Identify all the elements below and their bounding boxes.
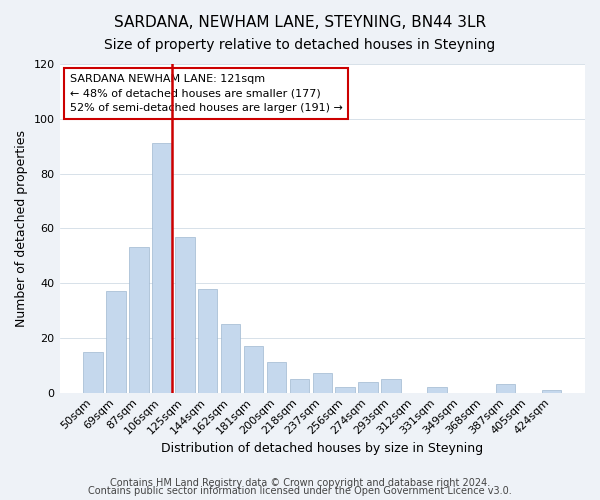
Bar: [152, 144, 172, 392]
Text: Contains HM Land Registry data © Crown copyright and database right 2024.: Contains HM Land Registry data © Crown c…: [110, 478, 490, 488]
Text: SARDANA, NEWHAM LANE, STEYNING, BN44 3LR: SARDANA, NEWHAM LANE, STEYNING, BN44 3LR: [114, 15, 486, 30]
Bar: [198, 288, 217, 393]
Bar: [427, 387, 446, 392]
Bar: [83, 352, 103, 393]
Bar: [496, 384, 515, 392]
Bar: [221, 324, 241, 392]
Bar: [381, 379, 401, 392]
Bar: [290, 379, 309, 392]
Bar: [244, 346, 263, 393]
Bar: [358, 382, 378, 392]
Bar: [175, 236, 194, 392]
Text: Contains public sector information licensed under the Open Government Licence v3: Contains public sector information licen…: [88, 486, 512, 496]
Text: Size of property relative to detached houses in Steyning: Size of property relative to detached ho…: [104, 38, 496, 52]
Bar: [129, 248, 149, 392]
Y-axis label: Number of detached properties: Number of detached properties: [15, 130, 28, 327]
Bar: [106, 292, 126, 392]
X-axis label: Distribution of detached houses by size in Steyning: Distribution of detached houses by size …: [161, 442, 484, 455]
Bar: [335, 387, 355, 392]
Bar: [313, 374, 332, 392]
Text: SARDANA NEWHAM LANE: 121sqm
← 48% of detached houses are smaller (177)
52% of se: SARDANA NEWHAM LANE: 121sqm ← 48% of det…: [70, 74, 343, 114]
Bar: [542, 390, 561, 392]
Bar: [267, 362, 286, 392]
